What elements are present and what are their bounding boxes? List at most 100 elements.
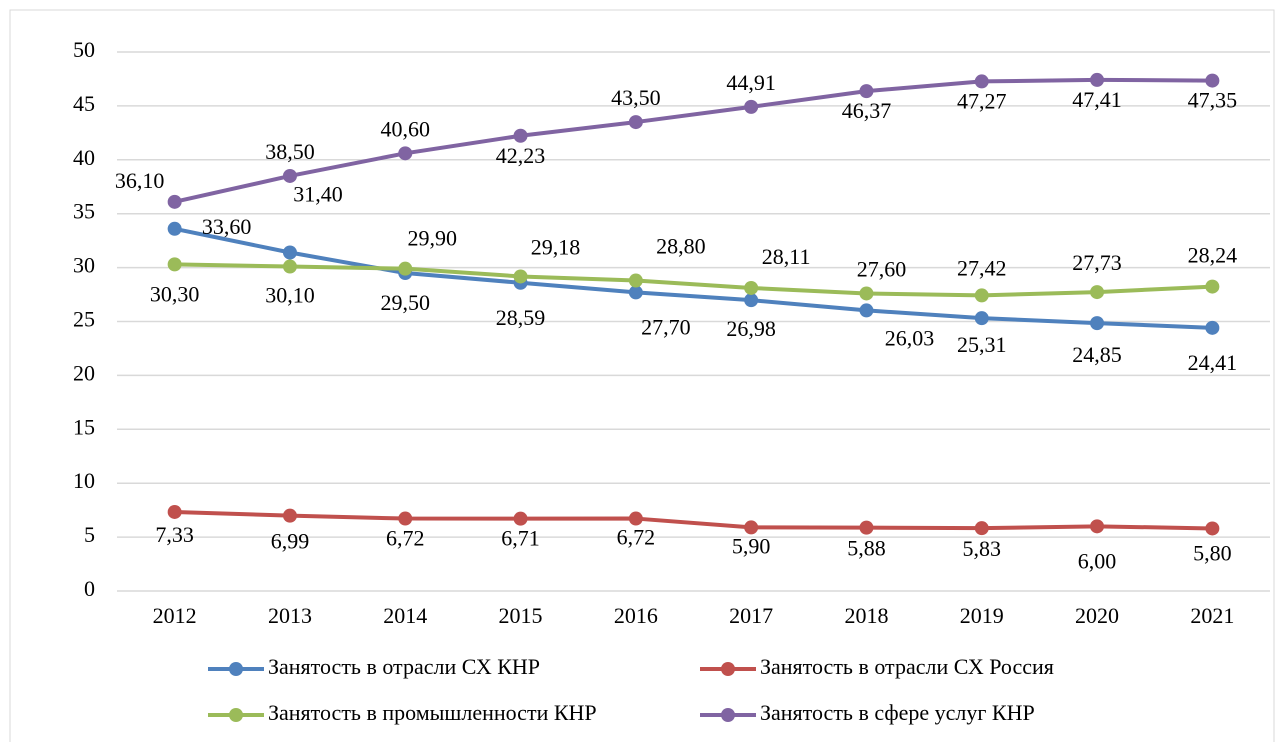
data-label: 44,91 (726, 70, 776, 95)
data-label: 6,72 (386, 526, 425, 551)
y-tick-label: 10 (73, 468, 95, 493)
legend-label: Занятость в промышленности КНР (268, 700, 597, 725)
data-point (744, 99, 759, 114)
data-label: 47,27 (957, 88, 1007, 113)
data-point (628, 273, 643, 288)
data-point (974, 311, 989, 326)
data-point (974, 74, 989, 89)
x-tick-label: 2018 (844, 603, 888, 628)
x-tick-label: 2013 (268, 603, 312, 628)
x-tick-label: 2021 (1190, 603, 1234, 628)
data-point (282, 245, 297, 260)
data-label: 6,99 (271, 529, 310, 554)
legend-label: Занятость в отрасли СХ Россия (760, 654, 1054, 679)
legend-marker (229, 708, 243, 722)
x-tick-label: 2019 (960, 603, 1004, 628)
y-tick-label: 5 (84, 522, 95, 547)
x-tick-label: 2016 (614, 603, 658, 628)
data-point (167, 504, 182, 519)
data-point (628, 285, 643, 300)
legend-label: Занятость в сфере услуг КНР (760, 700, 1035, 725)
y-tick-label: 25 (73, 307, 95, 332)
y-tick-label: 50 (73, 37, 95, 62)
data-point (282, 259, 297, 274)
data-point (282, 508, 297, 523)
data-label: 46,37 (842, 98, 892, 123)
data-label: 24,41 (1188, 350, 1238, 375)
legend-label: Занятость в отрасли СХ КНР (268, 654, 540, 679)
data-label: 27,73 (1072, 250, 1122, 275)
x-tick-label: 2017 (729, 603, 773, 628)
data-label: 6,71 (501, 526, 540, 551)
data-label: 40,60 (381, 116, 431, 141)
y-tick-label: 30 (73, 253, 95, 278)
legend-marker (721, 662, 735, 676)
data-label: 43,50 (611, 85, 661, 110)
data-point (744, 293, 759, 308)
data-label: 28,59 (496, 305, 546, 330)
y-tick-label: 35 (73, 199, 95, 224)
y-tick-label: 20 (73, 360, 95, 385)
data-label: 30,30 (150, 281, 200, 306)
data-label: 5,90 (732, 533, 771, 558)
data-point (628, 115, 643, 130)
data-point (398, 261, 413, 276)
data-label: 6,72 (617, 525, 656, 550)
data-label: 24,85 (1072, 342, 1122, 367)
data-point (859, 286, 874, 301)
series-line (174, 509, 1213, 531)
data-label: 26,98 (726, 316, 776, 341)
data-point (513, 511, 528, 526)
data-label: 29,90 (408, 226, 458, 251)
data-label: 36,10 (115, 168, 165, 193)
data-point (398, 146, 413, 161)
data-label: 26,03 (885, 325, 935, 350)
data-label: 29,50 (381, 290, 431, 315)
data-label: 42,23 (496, 143, 546, 168)
data-point (859, 84, 874, 99)
data-label: 30,10 (265, 283, 315, 308)
data-point (859, 520, 874, 535)
y-tick-label: 45 (73, 91, 95, 116)
x-tick-label: 2020 (1075, 603, 1119, 628)
data-point (1205, 320, 1220, 335)
data-label: 29,18 (531, 234, 581, 259)
data-label: 33,60 (202, 214, 252, 239)
data-label: 31,40 (293, 182, 343, 207)
data-point (974, 521, 989, 536)
series-line (174, 226, 1213, 330)
data-point (744, 520, 759, 535)
data-label: 27,70 (641, 314, 691, 339)
data-point (1205, 521, 1220, 536)
data-point (859, 303, 874, 318)
data-label: 28,80 (656, 234, 706, 259)
data-point (167, 194, 182, 209)
data-point (744, 280, 759, 295)
data-label: 47,41 (1072, 87, 1122, 112)
data-label: 5,80 (1193, 541, 1232, 566)
data-point (167, 257, 182, 272)
data-point (628, 511, 643, 526)
data-label: 6,00 (1078, 548, 1117, 573)
data-point (1090, 519, 1105, 534)
chart-border (9, 9, 1275, 747)
data-label: 27,60 (857, 257, 907, 282)
data-point (398, 511, 413, 526)
x-tick-label: 2012 (153, 603, 197, 628)
series-line (174, 77, 1213, 204)
data-point (1090, 72, 1105, 87)
data-label: 25,31 (957, 332, 1007, 357)
data-point (974, 288, 989, 303)
y-tick-label: 15 (73, 414, 95, 439)
data-label: 47,35 (1188, 88, 1238, 113)
data-point (167, 221, 182, 236)
data-point (1090, 316, 1105, 331)
data-point (1090, 285, 1105, 300)
data-label: 28,24 (1188, 243, 1238, 268)
legend-marker (721, 708, 735, 722)
y-tick-label: 0 (84, 576, 95, 601)
legend-marker (229, 662, 243, 676)
data-label: 38,50 (265, 139, 315, 164)
data-label: 7,33 (155, 522, 194, 547)
y-tick-label: 40 (73, 145, 95, 170)
